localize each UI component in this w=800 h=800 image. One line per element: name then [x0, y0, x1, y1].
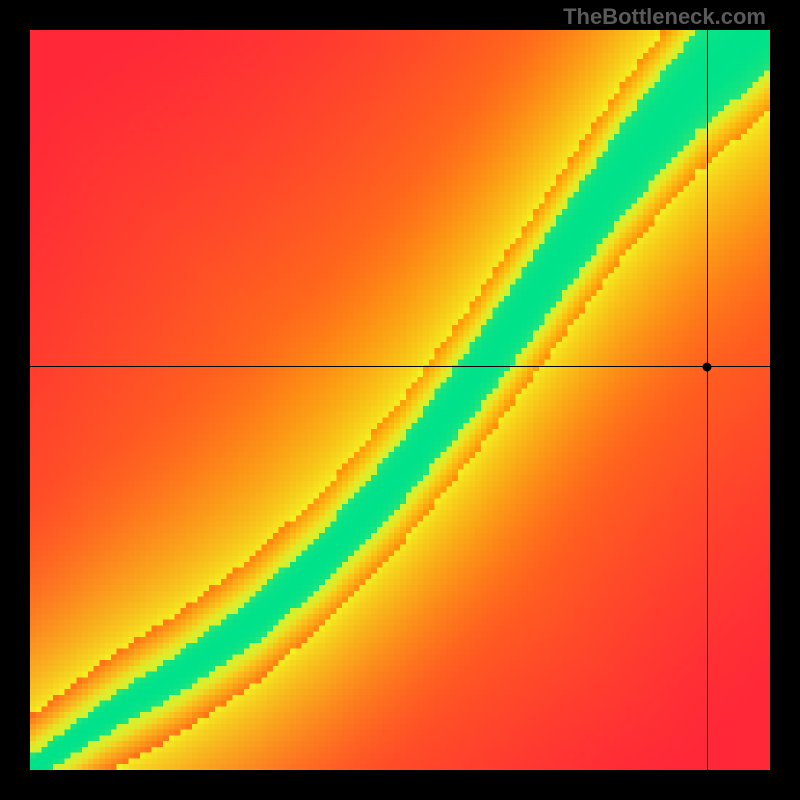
- heatmap-plot: [30, 30, 770, 770]
- crosshair-vertical: [707, 30, 708, 770]
- crosshair-horizontal: [30, 366, 770, 367]
- crosshair-marker: [703, 362, 712, 371]
- watermark-text: TheBottleneck.com: [563, 4, 766, 30]
- heatmap-canvas: [30, 30, 770, 770]
